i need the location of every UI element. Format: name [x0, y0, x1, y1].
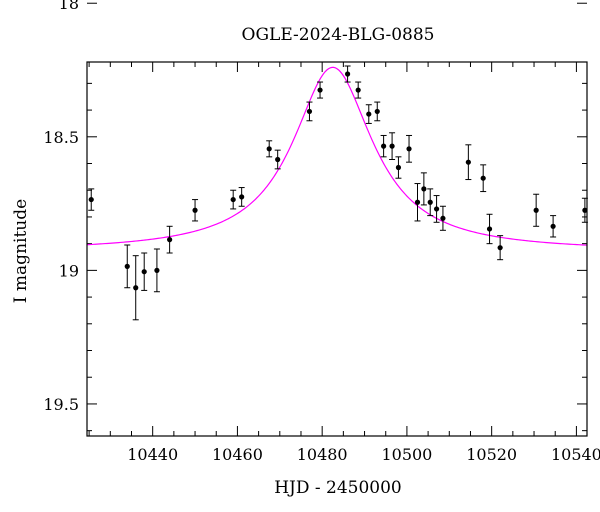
data-point	[124, 263, 130, 269]
y-tick-label: 19	[59, 261, 79, 280]
data-point	[374, 108, 380, 115]
data-point	[167, 237, 173, 243]
data-point	[533, 207, 539, 213]
x-tick-label: 10480	[297, 445, 348, 464]
data-point	[465, 159, 471, 165]
data-point	[266, 146, 272, 152]
x-tick-label: 10540	[551, 445, 600, 464]
y-tick-label: 18.5	[43, 128, 79, 147]
data-point	[366, 111, 372, 117]
data-point	[389, 143, 395, 149]
x-tick-label: 10500	[381, 445, 432, 464]
data-point	[433, 206, 440, 212]
data-point	[154, 267, 160, 273]
data-point	[406, 146, 412, 152]
axis-ticks	[87, 2, 587, 436]
tick-labels: 10440 10460 10480 10500 10520 10540 18 18.5 19 19…	[43, 0, 600, 464]
data-points	[88, 71, 588, 291]
model-curve	[86, 66, 588, 246]
data-point	[497, 245, 503, 251]
x-axis-label: HJD - 2450000	[274, 478, 402, 498]
chart-title: OGLE-2024-BLG-0885	[242, 25, 435, 45]
data-point	[306, 108, 313, 115]
data-point	[344, 71, 351, 77]
y-tick-label: 18	[59, 0, 79, 13]
data-point	[133, 285, 139, 291]
data-point	[275, 156, 281, 163]
data-point	[427, 199, 433, 205]
data-point	[355, 87, 361, 93]
plot-frame	[86, 61, 588, 437]
data-point	[440, 215, 446, 221]
x-tick-label: 10440	[127, 445, 178, 464]
data-point	[550, 223, 556, 229]
data-point	[88, 196, 94, 203]
data-point	[230, 196, 236, 203]
x-tick-label: 10520	[466, 445, 517, 464]
data-point	[395, 164, 402, 171]
data-point	[421, 186, 427, 192]
data-point	[239, 194, 245, 200]
data-point	[486, 226, 493, 232]
data-point	[582, 207, 588, 213]
x-tick-label: 10460	[212, 445, 263, 464]
y-tick-label: 19.5	[43, 395, 79, 414]
data-point	[381, 143, 387, 149]
error-bars	[88, 65, 588, 321]
y-axis-label: I magnitude	[11, 199, 31, 303]
data-point	[480, 175, 486, 181]
data-point	[414, 199, 421, 205]
data-point	[141, 269, 147, 275]
data-point	[317, 87, 323, 93]
data-point	[192, 207, 198, 213]
